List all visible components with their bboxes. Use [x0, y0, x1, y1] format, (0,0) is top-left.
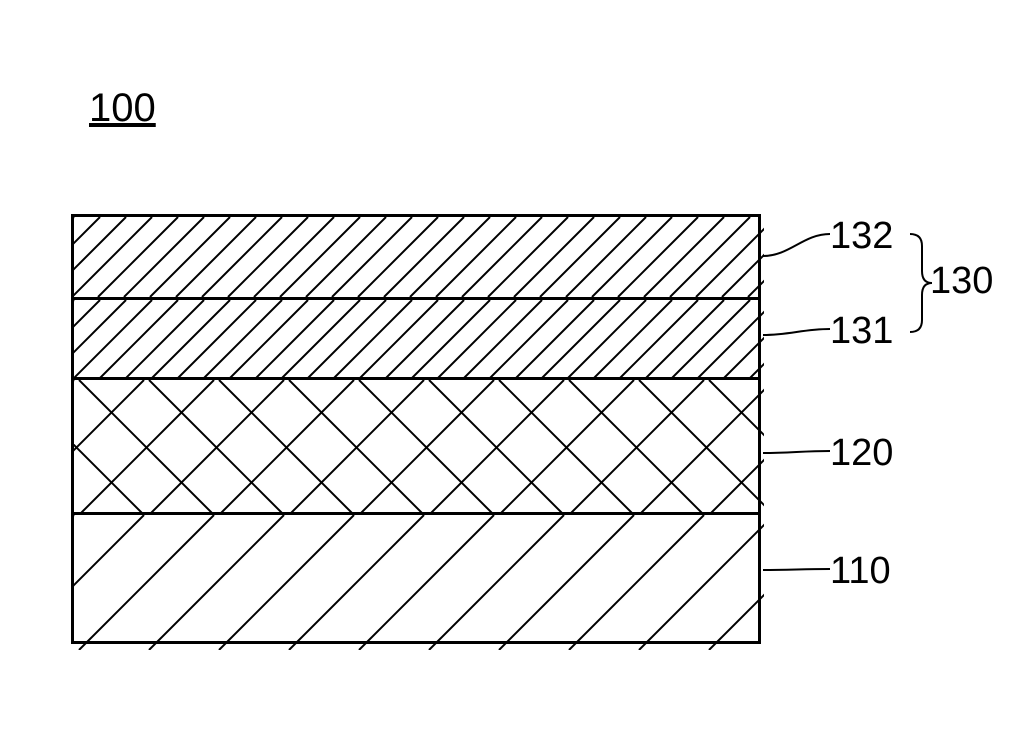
diagram-canvas: { "figure": { "label": "100", "label_x":…	[0, 0, 1018, 732]
layer-110	[74, 512, 758, 647]
lead-line-120	[763, 448, 823, 478]
lead-line-131	[763, 326, 823, 356]
lead-line-132	[763, 231, 823, 261]
group-label-130: 130	[930, 260, 993, 303]
callout-label-110: 110	[830, 550, 891, 593]
callout-label-132: 132	[830, 215, 893, 258]
layer-132	[74, 217, 758, 297]
layer-131	[74, 297, 758, 377]
callout-label-131: 131	[830, 310, 893, 353]
lead-line-110	[763, 566, 823, 596]
callout-label-120: 120	[830, 432, 893, 475]
layer-stack	[71, 214, 761, 644]
figure-number-label: 100	[89, 86, 156, 131]
layer-120	[74, 377, 758, 512]
